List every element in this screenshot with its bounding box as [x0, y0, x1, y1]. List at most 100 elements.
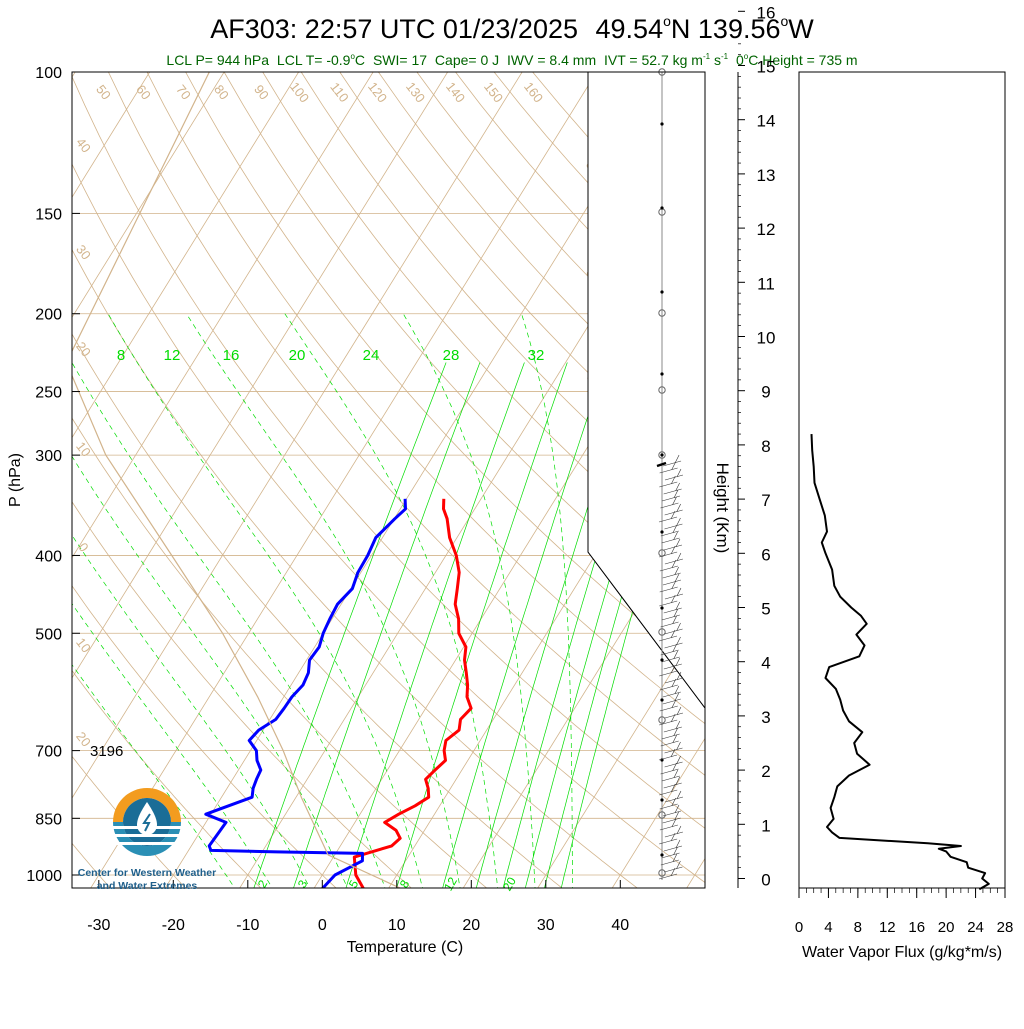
- isotherm-label: 10: [73, 439, 94, 460]
- isotherm-label: 90: [251, 82, 272, 103]
- flux-x-tick-label: 0: [795, 919, 803, 936]
- wind-barb: [663, 811, 681, 816]
- wind-barb: [663, 699, 681, 704]
- height-tick-label: 14: [757, 112, 776, 131]
- y-tick-label: 850: [35, 811, 62, 828]
- flux-x-tick-label: 20: [938, 919, 955, 936]
- mixing-ratio-label: 20: [289, 347, 306, 364]
- flux-x-tick-label: 24: [967, 919, 984, 936]
- isotherm-label: 130: [403, 79, 428, 105]
- isotherm-label: 110: [327, 79, 352, 105]
- y-tick-label: 500: [35, 626, 62, 643]
- height-tick-label: 6: [761, 545, 770, 564]
- dry-adiabat: [0, 35, 358, 908]
- isotherm-line: [4, 35, 545, 908]
- wind-dot: [660, 658, 663, 661]
- background-lines: [0, 35, 1024, 908]
- isotherm-line: [0, 35, 321, 908]
- mixing-ratio-line: [396, 363, 568, 893]
- cw3e-logo: [113, 788, 181, 856]
- height-tick-label: 10: [757, 329, 776, 348]
- isotherm-label: 40: [73, 135, 94, 156]
- wind-barb: [665, 762, 683, 767]
- wind-barb: [660, 825, 678, 830]
- temperature-line: [354, 499, 471, 892]
- wind-barb: [662, 776, 680, 781]
- wind-dot: [660, 122, 663, 125]
- isotherm-label: 160: [521, 79, 546, 105]
- wind-region-mask: [588, 72, 705, 552]
- mixing-ratio-label: 12: [441, 874, 460, 893]
- flux-line: [812, 434, 989, 889]
- parcel-line: [66, 72, 408, 892]
- isotherm-line: [0, 35, 247, 908]
- isotherm-line: [749, 35, 1024, 908]
- wind-dot: [660, 530, 663, 533]
- wind-dot: [660, 698, 663, 701]
- flux-x-tick-label: 16: [908, 919, 925, 936]
- dry-adiabat: [129, 35, 970, 908]
- mixing-ratio-label: 24: [363, 347, 380, 364]
- logo-text-line2: and Water Extremes: [97, 880, 198, 892]
- mixing-ratio-label: 8: [117, 347, 125, 364]
- dry-adiabat: [0, 35, 664, 908]
- annotation-3196: 3196: [90, 743, 123, 760]
- wind-dot: [660, 798, 663, 801]
- isotherm-label: 30: [73, 242, 94, 263]
- wind-dot: [660, 372, 663, 375]
- y-tick-label: 300: [35, 448, 62, 465]
- wind-dot: [660, 453, 663, 456]
- dry-adiabat: [466, 35, 1024, 908]
- wind-dot: [660, 290, 663, 293]
- dry-adiabat: [0, 35, 435, 908]
- y-tick-label: 150: [35, 206, 62, 223]
- isotherm-line: [78, 35, 619, 908]
- isotherm-label: 80: [211, 82, 232, 103]
- isotherm-line: [0, 35, 172, 908]
- y-tick-label: 700: [35, 744, 62, 761]
- height-tick-label: 12: [757, 220, 776, 239]
- flux-x-tick-label: 28: [997, 919, 1014, 936]
- height-axis-label: Height (Km): [713, 463, 732, 554]
- mixing-ratio-label: 32: [528, 347, 545, 364]
- wind-barb: [664, 727, 682, 732]
- height-tick-label: 0: [761, 871, 770, 890]
- height-tick-label: 16: [757, 3, 776, 22]
- height-tick-label: 11: [757, 274, 775, 293]
- wind-dot: [660, 853, 663, 856]
- isotherm-label: 150: [481, 79, 506, 105]
- mixing-ratio-line: [253, 363, 447, 893]
- wind-barb: [664, 846, 682, 851]
- logo-text-line1: Center for Western Weather: [78, 867, 216, 879]
- isotherm-label: 50: [93, 82, 114, 103]
- flux-x-tick-label: 12: [879, 919, 896, 936]
- wind-barb: [663, 818, 681, 823]
- sounding-indices: LCL P= 944 hPa LCL T= -0.9oC SWI= 17 Cap…: [166, 46, 857, 68]
- dry-adiabat: [0, 35, 511, 908]
- flux-x-tick-label: 4: [824, 919, 832, 936]
- wind-barb: [665, 832, 683, 837]
- x-tick-label: -30: [87, 917, 110, 934]
- height-tick-label: 9: [761, 383, 770, 402]
- dewpoint-line: [206, 499, 406, 892]
- moist-adiabat: [45, 314, 386, 892]
- height-tick-label: 1: [761, 816, 770, 835]
- x-tick-label: 20: [462, 917, 480, 934]
- height-tick-label: 13: [757, 166, 776, 185]
- wind-dot: [660, 206, 663, 209]
- flux-frame: [799, 72, 1005, 888]
- x-tick-label: -10: [236, 917, 259, 934]
- dry-adiabat: [0, 35, 205, 908]
- isotherm-label: 60: [133, 82, 154, 103]
- mixing-ratio-label: 28: [443, 347, 460, 364]
- chart-title: AF303: 22:57 UTC 01/23/2025 49.54oN 139.…: [210, 13, 814, 44]
- flux-profile: [812, 434, 989, 889]
- height-tick-label: 4: [761, 654, 770, 673]
- mixing-ratio-label: 12: [164, 347, 181, 364]
- isotherm-label: 70: [173, 82, 194, 103]
- x-tick-label: -20: [162, 917, 185, 934]
- x-tick-label: 40: [611, 917, 629, 934]
